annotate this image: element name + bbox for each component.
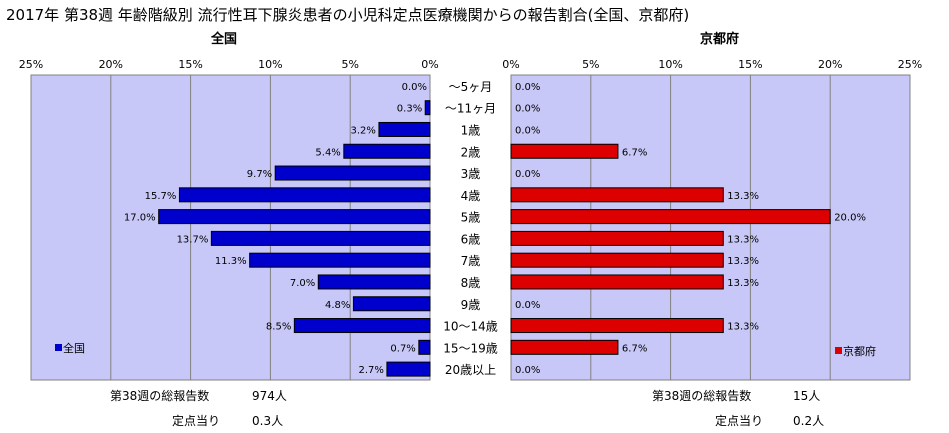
left-data-label: 9.7% (247, 169, 272, 180)
right-plot-area (510, 74, 911, 381)
left-data-label: 2.7% (359, 365, 384, 376)
left-data-label: 8.5% (266, 322, 291, 333)
left-data-label: 13.7% (177, 234, 209, 245)
category-label: 15～19歳 (443, 341, 498, 355)
right-x-tick-label: 25% (898, 58, 922, 71)
left-bar (378, 121, 431, 137)
right-bar (510, 187, 724, 203)
left-x-tick-label: 15% (178, 58, 202, 71)
right-total-label: 第38週の総報告数 (652, 389, 752, 403)
category-label: 6歳 (461, 232, 481, 246)
category-label: 4歳 (461, 189, 481, 203)
category-label: 7歳 (461, 254, 481, 268)
category-label: 5歳 (461, 211, 481, 225)
left-data-label: 11.3% (215, 256, 247, 267)
right-data-label: 0.0% (515, 169, 540, 180)
left-bar (352, 296, 431, 312)
left-bar (293, 318, 431, 334)
left-legend-swatch (55, 344, 62, 351)
right-x-tick-label: 10% (658, 58, 682, 71)
left-bar (424, 100, 431, 116)
right-data-label: 6.7% (622, 343, 647, 354)
right-bar (510, 143, 619, 159)
right-data-label: 13.3% (727, 322, 759, 333)
left-plot-area (30, 74, 431, 381)
left-bar (386, 361, 431, 377)
right-bar (510, 252, 724, 268)
left-bar (418, 339, 431, 355)
right-data-label: 13.3% (727, 256, 759, 267)
right-data-label: 6.7% (622, 147, 647, 158)
right-data-label: 0.0% (515, 82, 540, 93)
right-legend-swatch (835, 347, 842, 354)
right-bar (510, 230, 724, 246)
right-x-tick-label: 0% (502, 58, 519, 71)
left-data-label: 0.0% (402, 82, 427, 93)
right-data-label: 13.3% (727, 278, 759, 289)
left-bar (317, 274, 431, 290)
left-bar (158, 209, 431, 225)
category-label: ～11ヶ月 (445, 102, 496, 116)
right-x-tick-label: 20% (818, 58, 842, 71)
right-bar (510, 318, 724, 334)
left-total-label: 第38週の総報告数 (110, 389, 210, 403)
right-data-label: 0.0% (515, 300, 540, 311)
left-x-tick-label: 5% (341, 58, 358, 71)
category-label: 2歳 (461, 145, 481, 159)
right-data-label: 20.0% (834, 213, 866, 224)
left-per-value: 0.3人 (252, 414, 284, 428)
right-legend-label: 京都府 (843, 344, 876, 358)
right-data-label: 13.3% (727, 234, 759, 245)
left-data-label: 3.2% (351, 125, 376, 136)
left-x-tick-label: 0% (421, 58, 438, 71)
left-bar (274, 165, 431, 181)
left-x-tick-label: 10% (258, 58, 282, 71)
left-legend-label: 全国 (63, 341, 85, 355)
chart-title: 2017年 第38週 年齢階級別 流行性耳下腺炎患者の小児科定点医療機関からの報… (6, 6, 690, 24)
left-data-label: 15.7% (145, 191, 177, 202)
right-total-value: 15人 (793, 389, 821, 403)
right-bar (510, 274, 724, 290)
right-panel-title: 京都府 (700, 32, 740, 47)
left-data-label: 17.0% (124, 213, 156, 224)
left-bar (210, 230, 431, 246)
category-label: 1歳 (461, 123, 481, 137)
left-data-label: 4.8% (325, 300, 350, 311)
left-total-value: 974人 (252, 389, 287, 403)
left-data-label: 0.3% (397, 104, 422, 115)
right-bar (510, 339, 619, 355)
right-x-tick-label: 15% (738, 58, 762, 71)
left-x-tick-label: 20% (99, 58, 123, 71)
category-label: 9歳 (461, 298, 481, 312)
left-bar (178, 187, 431, 203)
category-label: 8歳 (461, 276, 481, 290)
category-label: 3歳 (461, 167, 481, 181)
right-bar (510, 209, 831, 225)
left-data-label: 0.7% (390, 343, 415, 354)
left-per-label: 定点当り (172, 414, 221, 428)
left-bar (343, 143, 431, 159)
right-data-label: 0.0% (515, 125, 540, 136)
right-per-value: 0.2人 (793, 414, 825, 428)
right-x-tick-label: 5% (582, 58, 599, 71)
right-data-label: 0.0% (515, 104, 540, 115)
category-label: 20歳以上 (445, 363, 496, 377)
category-label: ～5ヶ月 (449, 80, 493, 94)
right-data-label: 0.0% (515, 365, 540, 376)
right-per-label: 定点当り (715, 414, 764, 428)
left-x-tick-label: 25% (19, 58, 43, 71)
left-panel-title: 全国 (211, 32, 238, 47)
left-data-label: 5.4% (315, 147, 340, 158)
category-label: 10～14歳 (443, 320, 498, 334)
left-data-label: 7.0% (290, 278, 315, 289)
right-data-label: 13.3% (727, 191, 759, 202)
left-bar (249, 252, 431, 268)
